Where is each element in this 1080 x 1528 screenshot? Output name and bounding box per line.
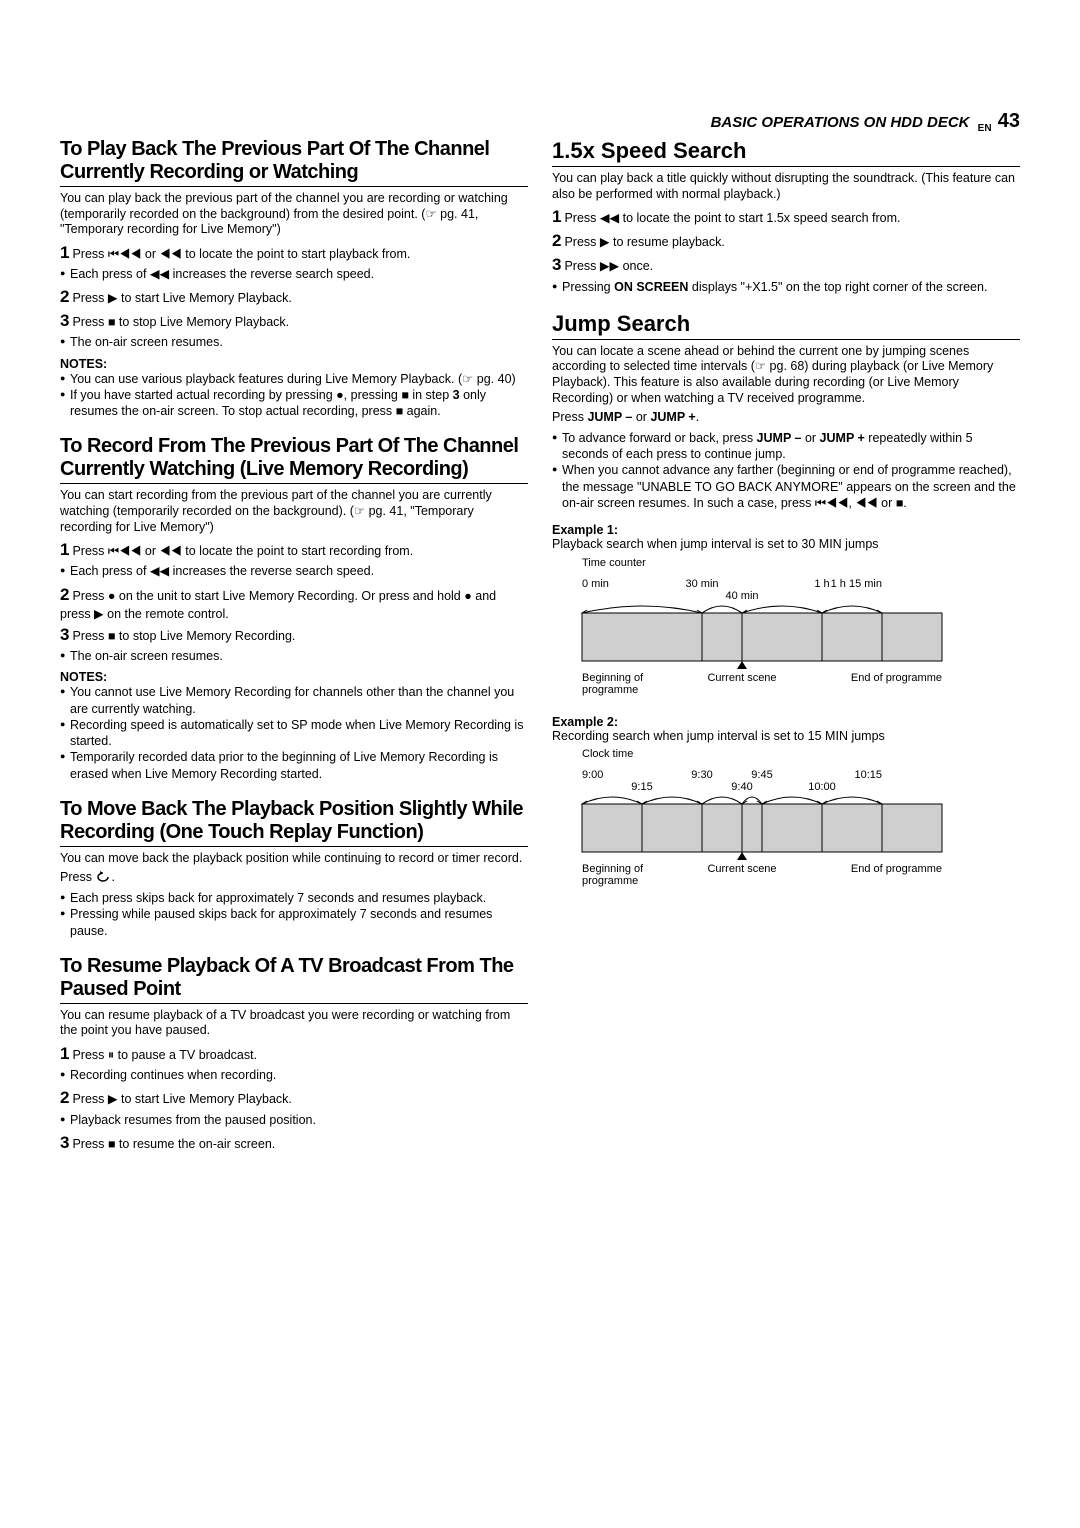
step-3: 3Press ■ to resume the on-air screen.	[60, 1132, 528, 1154]
section-title: To Resume Playback Of A TV Broadcast Fro…	[60, 955, 528, 1004]
intro-text: You can play back a title quickly withou…	[552, 171, 1020, 202]
header-title: BASIC OPERATIONS ON HDD DECK	[711, 114, 970, 131]
svg-text:programme: programme	[582, 875, 638, 887]
intro-text: You can resume playback of a TV broadcas…	[60, 1008, 528, 1039]
notes-heading: NOTES:	[60, 357, 528, 371]
step-2: 2Press ▶ to resume playback.	[552, 230, 1020, 252]
step-1: 1Press ⏮◀◀ or ◀◀ to locate the point to …	[60, 539, 528, 561]
step-3: 3Press ▶▶ once.	[552, 254, 1020, 276]
section-resume-playback: To Resume Playback Of A TV Broadcast Fro…	[60, 955, 528, 1154]
bullet-item: When you cannot advance any farther (beg…	[552, 462, 1020, 511]
step-1: 1Press ⏮◀◀ or ◀◀ to locate the point to …	[60, 242, 528, 264]
svg-text:Current scene: Current scene	[707, 672, 776, 684]
step-3: 3Press ■ to stop Live Memory Recording.	[60, 624, 528, 646]
svg-text:End of programme: End of programme	[851, 863, 942, 875]
notes-heading: NOTES:	[60, 670, 528, 684]
svg-text:1 h: 1 h	[814, 578, 829, 590]
bullet-item: Pressing while paused skips back for app…	[60, 906, 528, 939]
timeline-1: Time counter0 min30 min40 min1 h1 h 15 m…	[552, 557, 1020, 703]
step-1-note: Each press of ◀◀ increases the reverse s…	[60, 563, 528, 579]
example-1-heading: Example 1:	[552, 523, 1020, 537]
timeline-2: Clock time9:009:159:309:409:4510:0010:15…	[552, 748, 1020, 894]
header-lang: EN	[978, 123, 992, 134]
intro-text: You can play back the previous part of t…	[60, 191, 528, 238]
svg-text:9:15: 9:15	[631, 781, 652, 793]
note-item: You can use various playback features du…	[60, 371, 528, 387]
step-1: 1Press ⏸ to pause a TV broadcast.	[60, 1043, 528, 1065]
section-jump-search: Jump Search You can locate a scene ahead…	[552, 311, 1020, 895]
note-item: Temporarily recorded data prior to the b…	[60, 749, 528, 782]
svg-text:30 min: 30 min	[685, 578, 718, 590]
svg-text:10:15: 10:15	[854, 769, 882, 781]
left-column: To Play Back The Previous Part Of The Ch…	[60, 138, 528, 1170]
bullet-item: Pressing ON SCREEN displays "+X1.5" on t…	[552, 279, 1020, 295]
right-column: 1.5x Speed Search You can play back a ti…	[552, 138, 1020, 1170]
step-2: 2Press ● on the unit to start Live Memor…	[60, 584, 528, 622]
content-columns: To Play Back The Previous Part Of The Ch…	[60, 138, 1020, 1170]
svg-text:Current scene: Current scene	[707, 863, 776, 875]
step-3: 3Press ■ to stop Live Memory Playback.	[60, 310, 528, 332]
section-playback-previous: To Play Back The Previous Part Of The Ch…	[60, 138, 528, 419]
bullet-item: Each press skips back for approximately …	[60, 890, 528, 906]
step-1: 1Press ◀◀ to locate the point to start 1…	[552, 206, 1020, 228]
step-3-note: The on-air screen resumes.	[60, 334, 528, 350]
manual-page: BASIC OPERATIONS ON HDD DECK EN 43 To Pl…	[0, 0, 1080, 1528]
section-title: 1.5x Speed Search	[552, 138, 1020, 167]
intro-text: You can move back the playback position …	[60, 851, 528, 867]
step-1-note: Each press of ◀◀ increases the reverse s…	[60, 266, 528, 282]
step-3-note: The on-air screen resumes.	[60, 648, 528, 664]
section-title: To Record From The Previous Part Of The …	[60, 435, 528, 484]
note-item: You cannot use Live Memory Recording for…	[60, 684, 528, 717]
svg-text:Beginning of: Beginning of	[582, 863, 644, 875]
svg-text:9:30: 9:30	[691, 769, 712, 781]
section-one-touch-replay: To Move Back The Playback Position Sligh…	[60, 798, 528, 939]
svg-text:programme: programme	[582, 684, 638, 696]
section-speed-search: 1.5x Speed Search You can play back a ti…	[552, 138, 1020, 295]
step-2: 2Press ▶ to start Live Memory Playback.	[60, 1087, 528, 1109]
svg-text:10:00: 10:00	[808, 781, 836, 793]
section-title: To Move Back The Playback Position Sligh…	[60, 798, 528, 847]
step-2-note: Playback resumes from the paused positio…	[60, 1112, 528, 1128]
svg-text:9:45: 9:45	[751, 769, 772, 781]
page-header: BASIC OPERATIONS ON HDD DECK EN 43	[711, 110, 1020, 134]
section-title: To Play Back The Previous Part Of The Ch…	[60, 138, 528, 187]
svg-text:End of programme: End of programme	[851, 672, 942, 684]
note-item: Recording speed is automatically set to …	[60, 717, 528, 750]
svg-text:40 min: 40 min	[725, 590, 758, 602]
example-1-text: Playback search when jump interval is se…	[552, 537, 1020, 553]
press-instruction: Press JUMP – or JUMP +.	[552, 410, 1020, 426]
page-number: 43	[998, 110, 1020, 132]
svg-text:1 h 15 min: 1 h 15 min	[831, 578, 882, 590]
example-2-text: Recording search when jump interval is s…	[552, 729, 1020, 745]
intro-text: You can start recording from the previou…	[60, 488, 528, 535]
bullet-item: To advance forward or back, press JUMP –…	[552, 430, 1020, 463]
step-2: 2Press ▶ to start Live Memory Playback.	[60, 286, 528, 308]
svg-text:Beginning of: Beginning of	[582, 672, 644, 684]
note-item: If you have started actual recording by …	[60, 387, 528, 420]
svg-text:9:40: 9:40	[731, 781, 752, 793]
section-record-previous: To Record From The Previous Part Of The …	[60, 435, 528, 781]
press-instruction: Press .	[60, 870, 528, 886]
svg-text:9:00: 9:00	[582, 769, 603, 781]
step-1-note: Recording continues when recording.	[60, 1067, 528, 1083]
section-title: Jump Search	[552, 311, 1020, 340]
svg-text:0 min: 0 min	[582, 578, 609, 590]
replay-icon	[95, 871, 111, 883]
intro-text: You can locate a scene ahead or behind t…	[552, 344, 1020, 407]
example-2-heading: Example 2:	[552, 715, 1020, 729]
